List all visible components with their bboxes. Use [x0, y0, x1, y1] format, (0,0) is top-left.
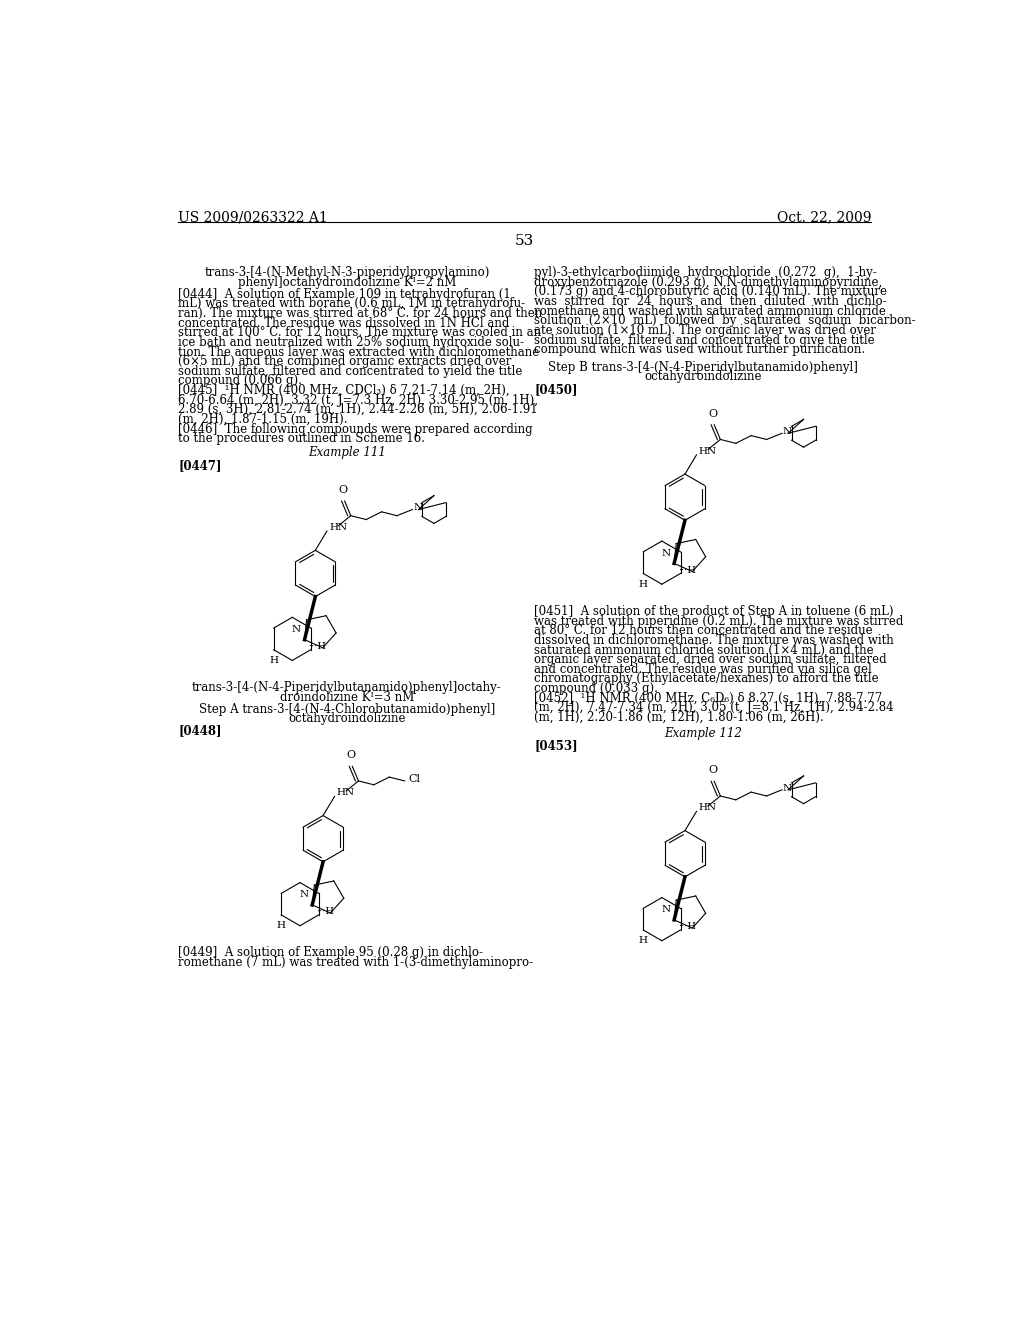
- Text: N: N: [299, 891, 308, 899]
- Text: compound (0.066 g).: compound (0.066 g).: [178, 375, 302, 387]
- Text: octahydroindolizine: octahydroindolizine: [288, 713, 406, 726]
- Text: N: N: [413, 503, 422, 512]
- Text: ···H: ···H: [316, 907, 334, 916]
- Text: ···H: ···H: [678, 566, 696, 574]
- Text: ate solution (1×10 mL). The organic layer was dried over: ate solution (1×10 mL). The organic laye…: [535, 323, 877, 337]
- Text: was  stirred  for  24  hours  and  then  diluted  with  dichlo-: was stirred for 24 hours and then dilute…: [535, 296, 887, 308]
- Text: N: N: [782, 428, 792, 436]
- Text: ran). The mixture was stirred at 68° C. for 24 hours and then: ran). The mixture was stirred at 68° C. …: [178, 308, 543, 319]
- Text: tion. The aqueous layer was extracted with dichloromethane: tion. The aqueous layer was extracted wi…: [178, 346, 540, 359]
- Text: O: O: [709, 766, 717, 775]
- Text: at 80° C. for 12 hours then concentrated and the residue: at 80° C. for 12 hours then concentrated…: [535, 624, 872, 638]
- Text: 6.70-6.64 (m, 2H), 3.32 (t, J=7.3 Hz, 2H), 3.30-2.95 (m, 1H),: 6.70-6.64 (m, 2H), 3.32 (t, J=7.3 Hz, 2H…: [178, 393, 539, 407]
- Text: saturated ammonium chloride solution (1×4 mL) and the: saturated ammonium chloride solution (1×…: [535, 644, 873, 656]
- Text: romethane (7 mL) was treated with 1-(3-dimethylaminopro-: romethane (7 mL) was treated with 1-(3-d…: [178, 956, 534, 969]
- Text: chromatography (Ethylacetate/hexanes) to afford the title: chromatography (Ethylacetate/hexanes) to…: [535, 672, 879, 685]
- Text: H: H: [639, 579, 648, 589]
- Text: stirred at 100° C. for 12 hours. The mixture was cooled in an: stirred at 100° C. for 12 hours. The mix…: [178, 326, 542, 339]
- Text: [0451]  A solution of the product of Step A in toluene (6 mL): [0451] A solution of the product of Step…: [535, 605, 894, 618]
- Text: N: N: [662, 906, 671, 915]
- Text: O: O: [709, 409, 717, 418]
- Text: compound which was used without further purification.: compound which was used without further …: [535, 343, 865, 356]
- Text: (6×5 mL) and the combined organic extracts dried over: (6×5 mL) and the combined organic extrac…: [178, 355, 512, 368]
- Text: HN: HN: [330, 523, 347, 532]
- Text: Step B trans-3-[4-(N-4-Piperidylbutanamido)phenyl]: Step B trans-3-[4-(N-4-Piperidylbutanami…: [548, 360, 858, 374]
- Text: N: N: [662, 549, 671, 558]
- Text: [0452]  ¹H NMR (400 MHz, C₆D₆) δ 8.27 (s, 1H), 7.88-7.77: [0452] ¹H NMR (400 MHz, C₆D₆) δ 8.27 (s,…: [535, 692, 883, 705]
- Text: US 2009/0263322 A1: US 2009/0263322 A1: [178, 211, 328, 224]
- Text: [0444]  A solution of Example 109 in tetrahydrofuran (1: [0444] A solution of Example 109 in tetr…: [178, 288, 511, 301]
- Text: trans-3-[4-(N-4-Piperidylbutanamido)phenyl]octahy-: trans-3-[4-(N-4-Piperidylbutanamido)phen…: [193, 681, 502, 694]
- Text: H: H: [276, 921, 286, 931]
- Text: [0453]: [0453]: [535, 739, 578, 752]
- Text: to the procedures outlined in Scheme 16.: to the procedures outlined in Scheme 16.: [178, 432, 425, 445]
- Text: [0450]: [0450]: [535, 383, 578, 396]
- Text: mL) was treated with borane (0.6 mL, 1M in tetrahydrofu-: mL) was treated with borane (0.6 mL, 1M …: [178, 297, 525, 310]
- Text: HN: HN: [337, 788, 355, 797]
- Text: Step A trans-3-[4-(N-4-Chlorobutanamido)phenyl]: Step A trans-3-[4-(N-4-Chlorobutanamido)…: [199, 702, 495, 715]
- Text: 2.89 (s, 3H), 2.81-2.74 (m, 1H), 2.44-2.26 (m, 5H), 2.06-1.91: 2.89 (s, 3H), 2.81-2.74 (m, 1H), 2.44-2.…: [178, 404, 538, 416]
- Text: pyl)-3-ethylcarbodiimide  hydrochloride  (0.272  g),  1-hy-: pyl)-3-ethylcarbodiimide hydrochloride (…: [535, 267, 877, 280]
- Text: O: O: [339, 484, 347, 495]
- Text: HN: HN: [698, 803, 717, 812]
- Text: [0446]  The following compounds were prepared according: [0446] The following compounds were prep…: [178, 422, 532, 436]
- Text: N: N: [782, 784, 792, 793]
- Text: O: O: [346, 750, 355, 760]
- Text: [0447]: [0447]: [178, 459, 222, 473]
- Text: (m, 2H), 1.87-1.15 (m, 19H).: (m, 2H), 1.87-1.15 (m, 19H).: [178, 413, 348, 426]
- Text: ···H: ···H: [678, 923, 696, 931]
- Text: H: H: [269, 656, 279, 665]
- Text: (m, 2H), 7.47-7.34 (m, 2H), 3.05 (t, J=8.1 Hz, 1H), 2.94-2.84: (m, 2H), 7.47-7.34 (m, 2H), 3.05 (t, J=8…: [535, 701, 894, 714]
- Text: Cl: Cl: [409, 774, 421, 784]
- Text: droxybenzotriazole (0.293 g), N,N-dimethylaminopyridine,: droxybenzotriazole (0.293 g), N,N-dimeth…: [535, 276, 883, 289]
- Text: and concentrated. The residue was purified via silica gel: and concentrated. The residue was purifi…: [535, 663, 871, 676]
- Text: dissolved in dichloromethane. The mixture was washed with: dissolved in dichloromethane. The mixtur…: [535, 634, 894, 647]
- Text: [0445]  ¹H NMR (400 MHz, CDCl₃) δ 7.21-7.14 (m, 2H),: [0445] ¹H NMR (400 MHz, CDCl₃) δ 7.21-7.…: [178, 384, 510, 397]
- Text: sodium sulfate, filtered and concentrated to give the title: sodium sulfate, filtered and concentrate…: [535, 334, 874, 347]
- Text: sodium sulfate, filtered and concentrated to yield the title: sodium sulfate, filtered and concentrate…: [178, 364, 522, 378]
- Text: solution  (2×10  mL)  followed  by  saturated  sodium  bicarbon-: solution (2×10 mL) followed by saturated…: [535, 314, 915, 327]
- Text: N: N: [292, 626, 301, 634]
- Text: Oct. 22, 2009: Oct. 22, 2009: [777, 211, 871, 224]
- Text: droindolizine Kᴵ=3 nM: droindolizine Kᴵ=3 nM: [280, 690, 414, 704]
- Text: trans-3-[4-(N-Methyl-N-3-piperidylpropylamino): trans-3-[4-(N-Methyl-N-3-piperidylpropyl…: [204, 267, 489, 280]
- Text: [0449]  A solution of Example 95 (0.28 g) in dichlo-: [0449] A solution of Example 95 (0.28 g)…: [178, 946, 483, 960]
- Text: 53: 53: [515, 234, 535, 248]
- Text: Example 112: Example 112: [664, 726, 741, 739]
- Text: H: H: [639, 936, 648, 945]
- Text: ice bath and neutralized with 25% sodium hydroxide solu-: ice bath and neutralized with 25% sodium…: [178, 335, 524, 348]
- Text: was treated with piperidine (0.2 mL). The mixture was stirred: was treated with piperidine (0.2 mL). Th…: [535, 615, 903, 627]
- Text: HN: HN: [698, 446, 717, 455]
- Text: organic layer separated, dried over sodium sulfate, filtered: organic layer separated, dried over sodi…: [535, 653, 887, 667]
- Text: octahydroindolizine: octahydroindolizine: [644, 370, 762, 383]
- Text: compound (0.033 g).: compound (0.033 g).: [535, 682, 657, 696]
- Text: Example 111: Example 111: [308, 446, 386, 459]
- Text: ···H: ···H: [308, 642, 327, 651]
- Text: (0.173 g) and 4-chlorobutyric acid (0.140 mL). The mixture: (0.173 g) and 4-chlorobutyric acid (0.14…: [535, 285, 887, 298]
- Text: phenyl]octahydroindolizine Kᴵ=2 nM: phenyl]octahydroindolizine Kᴵ=2 nM: [238, 276, 456, 289]
- Text: [0448]: [0448]: [178, 725, 222, 738]
- Text: concentrated. The residue was dissolved in 1N HCl and: concentrated. The residue was dissolved …: [178, 317, 510, 330]
- Text: romethane and washed with saturated ammonium chloride: romethane and washed with saturated ammo…: [535, 305, 886, 318]
- Text: (m, 1H), 2.20-1.86 (m, 12H), 1.80-1.06 (m, 26H).: (m, 1H), 2.20-1.86 (m, 12H), 1.80-1.06 (…: [535, 711, 823, 723]
